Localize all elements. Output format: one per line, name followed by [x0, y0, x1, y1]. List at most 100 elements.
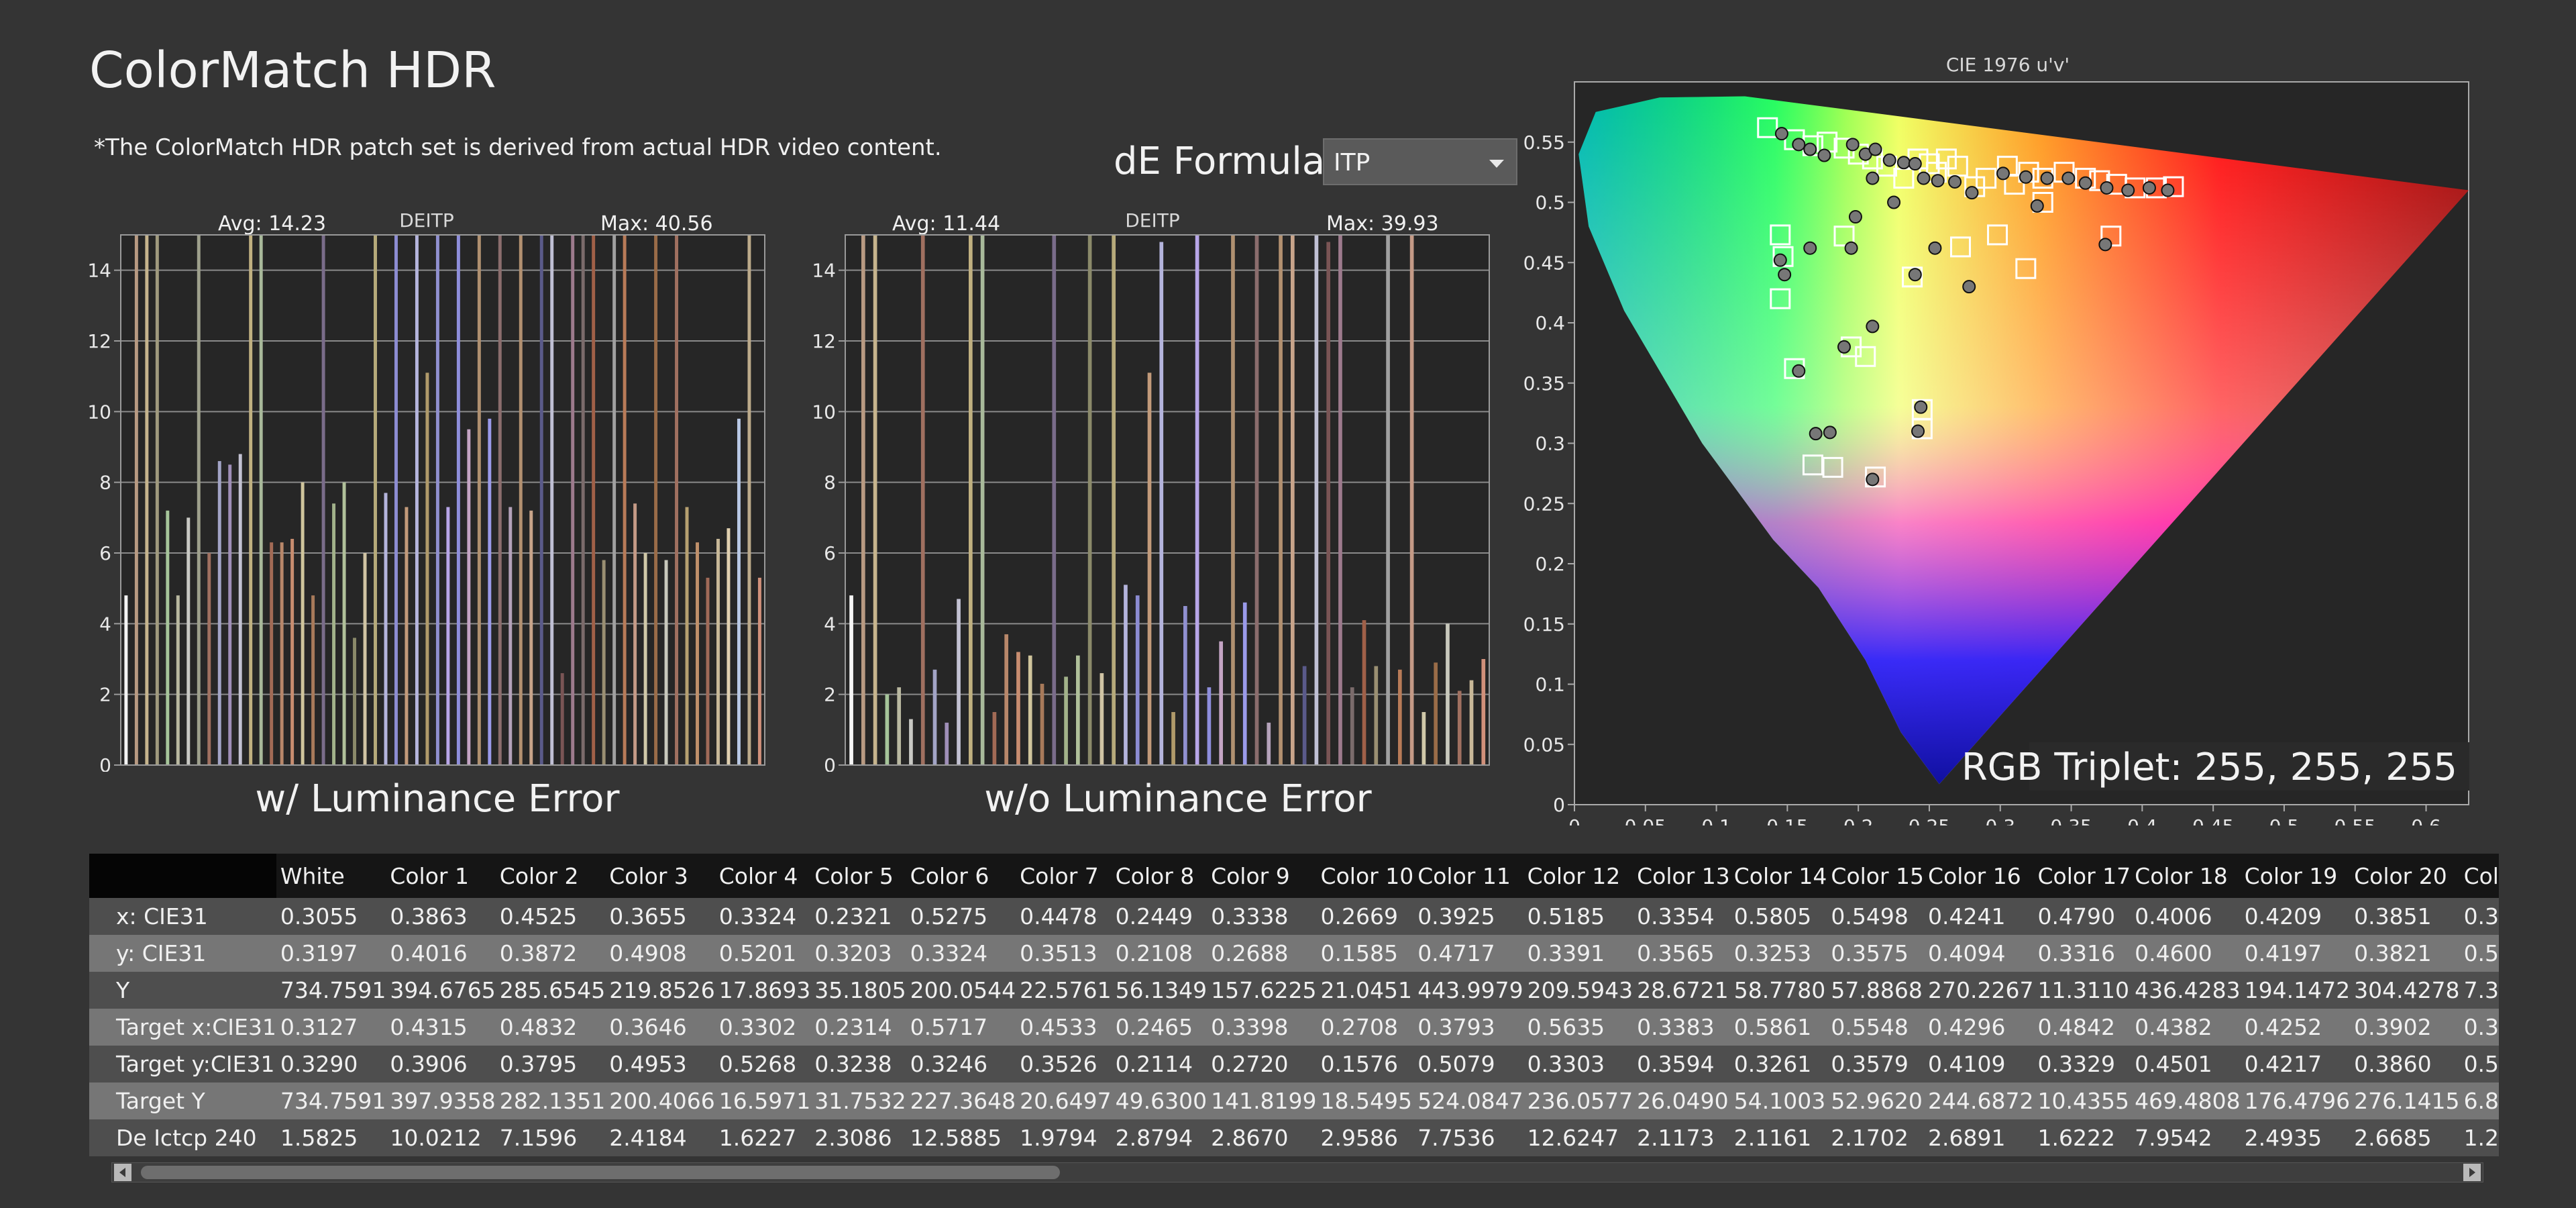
y-tick-label: 0.4 [1535, 312, 1565, 334]
table-cell: 0.5635 [1523, 1009, 1633, 1046]
table-cell: 1.9794 [1016, 1119, 1112, 1156]
bar [1124, 585, 1128, 765]
table-cell: 12.6247 [1523, 1119, 1633, 1156]
target-point [1833, 225, 1855, 247]
bar [186, 517, 191, 765]
bar [124, 595, 128, 765]
bar [394, 235, 398, 765]
bar [623, 235, 627, 765]
column-header: Color 19 [2240, 854, 2351, 898]
table-cell: 12.5885 [906, 1119, 1016, 1156]
table-cell: 58.7780 [1729, 972, 1827, 1009]
bar [405, 507, 409, 765]
x-tick-label: 0.3 [1985, 815, 2015, 825]
table-cell: 0.3197 [276, 935, 386, 972]
column-header: Color 7 [1016, 854, 1112, 898]
y-tick-label: 4 [99, 613, 111, 635]
table-cell: 157.6225 [1207, 972, 1317, 1009]
table-cell: 0.3793 [1413, 1009, 1523, 1046]
target-point [1770, 288, 1791, 309]
table-cell: 0.3851 [2350, 898, 2460, 935]
column-header: Color 14 [1729, 854, 1827, 898]
bar [885, 694, 890, 765]
de-formula-select[interactable]: ITP [1323, 138, 1517, 185]
measured-point [2078, 176, 2092, 190]
bar [957, 599, 961, 765]
table-cell: 0.4109 [1924, 1046, 2034, 1083]
measured-point [1773, 253, 1787, 267]
table-cell: 227.3648 [906, 1083, 1016, 1119]
table-cell: 0.2708 [1316, 1009, 1414, 1046]
chevron-down-icon[interactable] [1489, 160, 1504, 168]
measured-point [1911, 424, 1925, 438]
table-cell: 436.4283 [2131, 972, 2241, 1009]
scrollbar-thumb[interactable] [141, 1166, 1060, 1179]
table-cell: 0.4908 [605, 935, 715, 972]
de-formula-label: dE Formula: [1114, 140, 1338, 183]
table-cell: 1.2 [2459, 1119, 2500, 1156]
column-header: Color 1 [386, 854, 496, 898]
table-row: Y 734.7591 394.6765 285.6545 219.8526 17.8693… [89, 972, 2500, 1009]
target-point [1855, 346, 1876, 367]
bar-plot-area: 0 2 4 6 8 10 12 14 [87, 234, 765, 772]
table-row: Target Y 734.7591 397.9358 282.1351 200.4066… [89, 1083, 2500, 1119]
bar [270, 542, 274, 765]
y-tick-label: 0.05 [1523, 734, 1565, 756]
table-cell: 397.9358 [386, 1083, 496, 1119]
table-cell: 7.1596 [495, 1119, 606, 1156]
x-tick-label: 0.4 [2127, 815, 2157, 825]
table-header-row: White Color 1 Color 2 Color 3 Color 4 Color 5… [89, 854, 2500, 898]
table-cell: 194.1472 [2240, 972, 2351, 1009]
bar [1076, 655, 1080, 765]
cie-plot-area: 0 0.05 0.1 0.15 0.2 0.25 0.3 0.35 0.4 0.45 0.5 0.55… [1523, 81, 2469, 825]
measured-point [1823, 425, 1837, 440]
bar [706, 577, 710, 765]
table-cell: 0.5268 [714, 1046, 811, 1083]
chart-title: DEITP [399, 209, 454, 232]
bar [1171, 712, 1175, 765]
table-cell: 0.1585 [1316, 935, 1414, 972]
y-tick-label: 0.15 [1523, 613, 1565, 636]
table-cell: 0.2108 [1111, 935, 1208, 972]
table-cell: 0.5275 [906, 898, 1016, 935]
scroll-left-arrow-icon[interactable] [114, 1164, 131, 1181]
y-tick-label: 6 [99, 542, 111, 564]
measured-point [1792, 138, 1806, 152]
table-cell: 0.3565 [1633, 935, 1730, 972]
bar [249, 235, 253, 765]
measured-point [1996, 166, 2010, 181]
table-row: y: CIE31 0.3197 0.4016 0.3872 0.4908 0.5201 0.… [89, 935, 2500, 972]
table-cell: 0.4790 [2033, 898, 2131, 935]
table-cell: 176.4796 [2240, 1083, 2351, 1119]
table-cell: 0.3860 [2350, 1046, 2460, 1083]
bar [301, 482, 305, 765]
bar [435, 235, 439, 765]
measured-point [2061, 171, 2076, 185]
bar [612, 235, 616, 765]
target-point [2004, 174, 2025, 195]
bar [508, 507, 513, 765]
table-cell: 35.1805 [810, 972, 906, 1009]
gamut-blue-overlay [1578, 96, 2469, 785]
y-tick-label: 0.1 [1535, 674, 1565, 696]
bar [1446, 623, 1450, 765]
page-title: ColorMatch HDR [89, 42, 496, 99]
table-cell: 26.0490 [1633, 1083, 1730, 1119]
table-cell: 0.2314 [810, 1009, 906, 1046]
bar [932, 669, 937, 765]
bar [873, 235, 877, 765]
scroll-right-arrow-icon[interactable] [2463, 1164, 2481, 1181]
bar [1338, 235, 1342, 765]
table-cell: 443.9979 [1413, 972, 1523, 1009]
table-cell: 0.4533 [1016, 1009, 1112, 1046]
table-cell: 0.4296 [1924, 1009, 2034, 1046]
table-cell: 0.4478 [1016, 898, 1112, 935]
bar [571, 235, 575, 765]
bar [145, 235, 149, 765]
table-cell: 6.8 [2459, 1083, 2500, 1119]
chart-title: CIE 1976 u'v' [1946, 54, 2070, 76]
row-header: Y [89, 972, 276, 1009]
y-tick-label: 8 [99, 472, 111, 494]
measured-point [1809, 427, 1823, 441]
row-header: Target Y [89, 1083, 276, 1119]
